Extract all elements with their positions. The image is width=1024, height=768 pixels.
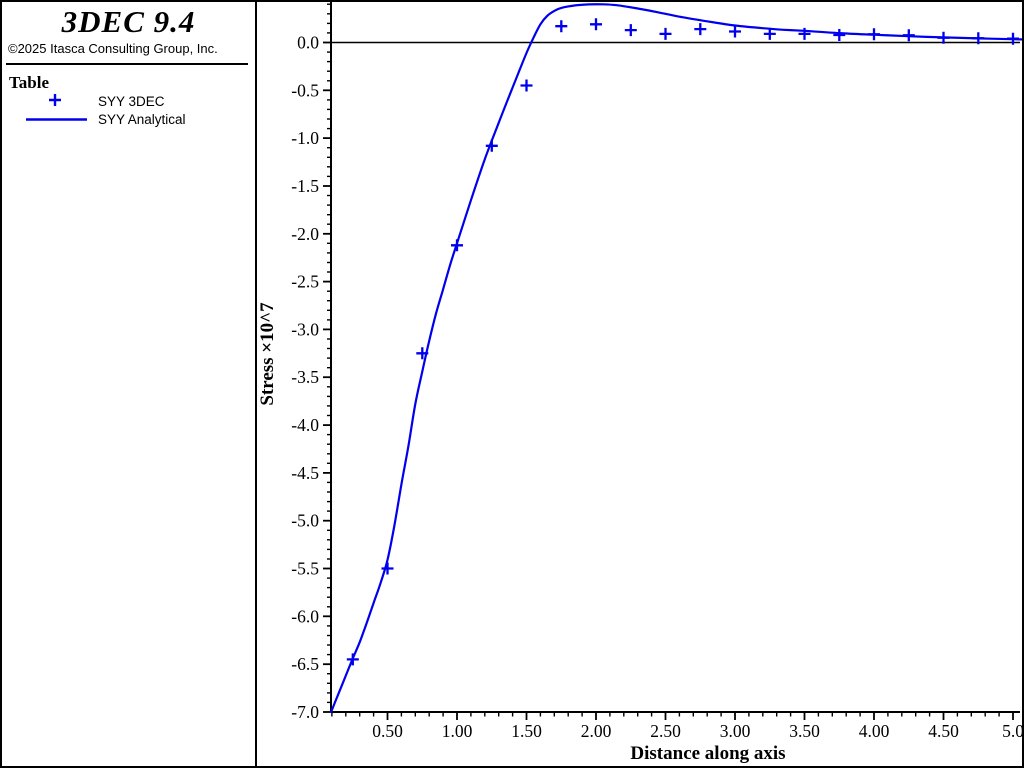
y-axis-title: Stress ×10^7 <box>257 302 278 406</box>
analytical-curve-path <box>330 3 1022 714</box>
sidebar-divider <box>6 63 248 65</box>
plus-marker <box>833 29 846 41</box>
legend-item-syy-3dec: SYY 3DEC <box>2 92 255 110</box>
y-tick-label: -6.0 <box>291 606 319 626</box>
x-tick-label: 4.00 <box>859 721 890 741</box>
panel-divider <box>255 2 257 766</box>
x-tick-label: 2.50 <box>650 721 681 741</box>
legend-heading: Table <box>9 73 50 92</box>
y-tick-label: -7.0 <box>291 702 319 722</box>
x-tick-label: 3.00 <box>720 721 751 741</box>
y-tick-label: -6.5 <box>291 654 319 674</box>
sidebar-panel: 3DEC 9.4 ©2025 Itasca Consulting Group, … <box>2 2 255 766</box>
plus-marker <box>694 23 707 36</box>
plus-marker <box>937 31 950 44</box>
plus-marker <box>624 24 637 37</box>
data-point-markers <box>346 18 1019 666</box>
y-tick-label: -3.0 <box>291 319 319 339</box>
plus-marker <box>555 20 568 33</box>
x-axis-title: Distance along axis <box>630 743 785 764</box>
plus-marker <box>416 347 429 360</box>
x-tick-label: 3.50 <box>789 721 820 741</box>
x-tick-label: 4.50 <box>928 721 959 741</box>
plus-marker <box>1007 32 1019 45</box>
stress-chart: 0.0 -0.5 -1.0 -1.5 -2.0 -2.5 -3.0 -3.5 -4.0 -4.5 -… <box>257 2 1024 764</box>
legend-label: SYY 3DEC <box>98 94 165 109</box>
x-tick-label: 0.50 <box>372 721 403 741</box>
y-tick-label: -3.5 <box>291 367 319 387</box>
plus-marker <box>763 27 776 40</box>
plus-marker <box>902 29 915 42</box>
y-tick-label: -1.0 <box>291 128 319 148</box>
y-tick-label: -4.5 <box>291 463 319 483</box>
plus-marker <box>485 139 498 152</box>
axis-titles: Distance along axis Stress ×10^7 <box>257 302 786 764</box>
plus-marker <box>798 27 811 40</box>
plus-marker-icon <box>49 94 61 106</box>
x-tick-label: 1.00 <box>442 721 473 741</box>
plus-marker <box>972 32 985 45</box>
y-tick-label: -5.0 <box>291 511 319 531</box>
x-tick-label: 2.00 <box>581 721 612 741</box>
plus-marker <box>590 18 602 31</box>
copyright-text: ©2025 Itasca Consulting Group, Inc. <box>8 41 218 56</box>
y-tick-label: -2.0 <box>291 224 319 244</box>
y-tick-label: -5.5 <box>291 559 319 579</box>
chart-area: 0.0 -0.5 -1.0 -1.5 -2.0 -2.5 -3.0 -3.5 -4.0 -4.5 -… <box>257 2 1024 766</box>
axis-lines <box>330 2 1020 713</box>
plus-marker <box>346 653 359 666</box>
x-tick-label: 1.50 <box>511 721 542 741</box>
plus-marker <box>729 25 741 38</box>
plus-marker <box>451 239 463 252</box>
tick-labels: 0.0 -0.5 -1.0 -1.5 -2.0 -2.5 -3.0 -3.5 -4.0 -4.5 -… <box>291 33 1024 742</box>
plus-marker <box>520 79 533 92</box>
line-marker-icon <box>26 118 87 121</box>
axis-ticks <box>323 3 1014 720</box>
legend-item-syy-analytical: SYY Analytical <box>2 110 255 128</box>
legend-label: SYY Analytical <box>98 112 186 127</box>
y-tick-label: -2.5 <box>291 272 319 292</box>
y-tick-label: -4.0 <box>291 415 319 435</box>
plus-marker <box>659 27 672 40</box>
x-tick-label: 5.0 <box>1002 721 1024 741</box>
plus-marker <box>868 28 880 41</box>
y-tick-label: -0.5 <box>291 80 319 100</box>
plus-marker <box>381 562 394 575</box>
y-tick-label: 0.0 <box>297 33 319 53</box>
app-title: 3DEC 9.4 <box>61 4 196 39</box>
analytical-curve <box>330 3 1022 714</box>
y-tick-label: -1.5 <box>291 176 319 196</box>
